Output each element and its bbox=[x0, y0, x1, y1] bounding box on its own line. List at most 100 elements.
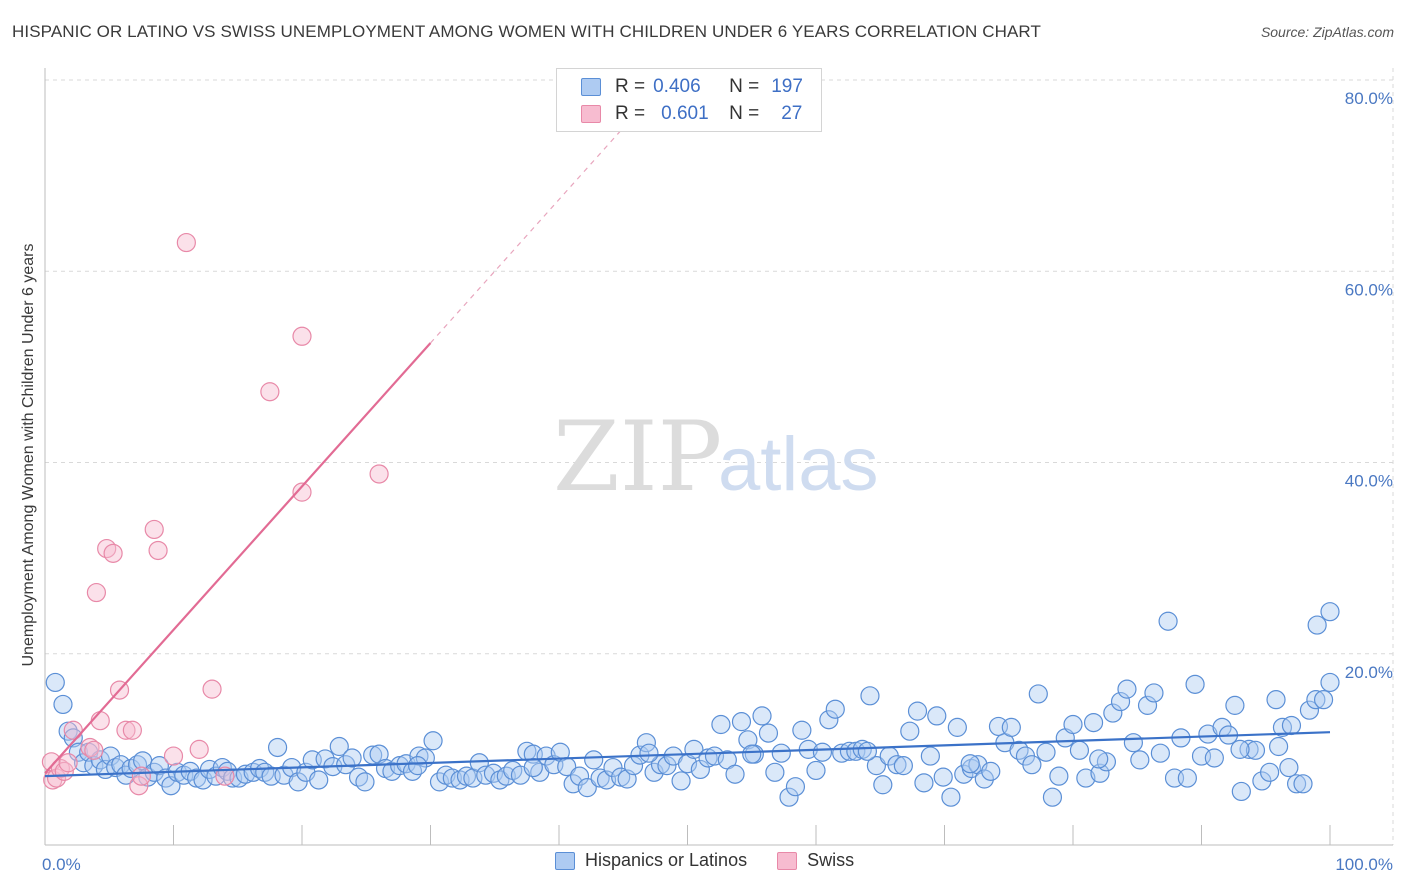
data-point-hispanics bbox=[1110, 691, 1131, 712]
axes bbox=[44, 68, 1393, 846]
data-point-hispanics bbox=[423, 731, 443, 751]
data-point-hispanics bbox=[523, 757, 543, 778]
watermark-zip: ZIP bbox=[553, 401, 722, 513]
data-point-hispanics bbox=[1036, 742, 1056, 762]
data-point-hispanics bbox=[857, 741, 878, 761]
data-point-hispanics bbox=[1049, 766, 1069, 786]
legend-n-label: N = bbox=[729, 76, 760, 97]
data-point-hispanics bbox=[1130, 750, 1150, 770]
data-point-hispanics bbox=[309, 770, 329, 790]
data-point-hispanics bbox=[1150, 743, 1170, 763]
data-point-hispanics bbox=[806, 760, 826, 781]
data-point-hispanics bbox=[887, 755, 907, 775]
trend-line-hispanics bbox=[44, 731, 1331, 778]
data-point-hispanics bbox=[812, 742, 833, 762]
data-point-hispanics bbox=[267, 737, 288, 758]
x-tick-labels: 0.0% 100.0% bbox=[42, 855, 1393, 874]
data-point-hispanics bbox=[771, 743, 791, 763]
legend-label-swiss: Swiss bbox=[807, 850, 855, 870]
data-point-hispanics bbox=[1204, 748, 1224, 768]
legend-swatch-hispanics bbox=[581, 78, 601, 96]
data-point-hispanics bbox=[738, 730, 758, 750]
data-point-hispanics bbox=[866, 756, 886, 776]
series-legend: Hispanics or Latinos Swiss bbox=[555, 850, 884, 871]
series-swiss-points bbox=[41, 232, 389, 796]
data-point-hispanics bbox=[873, 775, 893, 795]
x-tick-label: 0.0% bbox=[42, 855, 81, 874]
data-point-swiss bbox=[176, 232, 196, 253]
data-point-hispanics bbox=[1281, 715, 1302, 736]
chart-source: Source: ZipAtlas.com bbox=[1260, 24, 1394, 40]
legend-n-label: N = bbox=[729, 103, 760, 124]
data-point-hispanics bbox=[933, 767, 953, 787]
legend-r-value: 0.406 bbox=[653, 76, 701, 97]
data-point-hispanics bbox=[1001, 717, 1021, 737]
data-point-hispanics bbox=[947, 717, 967, 737]
legend-row-swiss: R = 0.601 N = 27 bbox=[581, 101, 802, 127]
y-tick-labels: 20.0% 40.0% 60.0% 80.0% bbox=[1345, 89, 1393, 682]
legend-swatch-swiss bbox=[777, 851, 798, 870]
data-point-hispanics bbox=[355, 772, 375, 792]
data-point-hispanics bbox=[1320, 672, 1340, 693]
data-point-hispanics bbox=[1089, 749, 1109, 769]
legend-row-hispanics: R = 0.406 N = 197 bbox=[581, 74, 803, 100]
data-point-hispanics bbox=[369, 744, 389, 764]
data-point-hispanics bbox=[68, 742, 89, 762]
data-point-hispanics bbox=[1231, 781, 1251, 802]
data-point-hispanics bbox=[1279, 757, 1299, 778]
data-point-hispanics bbox=[476, 765, 496, 785]
data-point-swiss bbox=[116, 720, 136, 740]
series-hispanics-points bbox=[45, 602, 1340, 807]
data-point-hispanics bbox=[779, 787, 799, 807]
y-tick-label: 20.0% bbox=[1345, 663, 1393, 682]
watermark: ZIP atlas bbox=[553, 401, 879, 513]
y-axis-label: Unemployment Among Women with Children U… bbox=[20, 243, 37, 666]
data-point-hispanics bbox=[53, 694, 73, 715]
data-point-hispanics bbox=[711, 714, 731, 735]
data-point-hispanics bbox=[1069, 740, 1090, 760]
data-point-hispanics bbox=[1306, 690, 1326, 710]
data-point-hispanics bbox=[603, 757, 623, 778]
legend-n-value: 197 bbox=[771, 76, 803, 97]
data-point-hispanics bbox=[1083, 712, 1104, 733]
data-point-hispanics bbox=[90, 750, 110, 770]
data-point-hispanics bbox=[408, 756, 428, 776]
data-point-hispanics bbox=[1245, 740, 1266, 760]
data-point-swiss bbox=[131, 766, 151, 786]
watermark-atlas: atlas bbox=[718, 422, 879, 507]
y-tick-label: 40.0% bbox=[1345, 472, 1393, 491]
data-point-swiss bbox=[292, 482, 312, 502]
data-point-hispanics bbox=[1063, 714, 1083, 735]
data-point-hispanics bbox=[1185, 674, 1205, 694]
data-point-swiss bbox=[90, 711, 110, 731]
legend-item-swiss[interactable]: Swiss bbox=[777, 850, 854, 871]
data-point-hispanics bbox=[469, 753, 489, 773]
data-point-hispanics bbox=[900, 721, 920, 741]
data-point-hispanics bbox=[1117, 679, 1137, 699]
data-point-hispanics bbox=[1090, 763, 1110, 783]
data-point-hispanics bbox=[671, 771, 691, 791]
data-point-hispanics bbox=[819, 710, 839, 730]
grid-lines bbox=[45, 68, 1394, 845]
data-point-hispanics bbox=[1307, 615, 1327, 635]
data-point-hispanics bbox=[288, 772, 308, 792]
data-point-hispanics bbox=[742, 744, 762, 764]
legend-item-hispanics[interactable]: Hispanics or Latinos bbox=[555, 850, 747, 871]
data-point-hispanics bbox=[1293, 774, 1313, 794]
data-point-hispanics bbox=[149, 756, 169, 776]
data-point-swiss bbox=[260, 382, 280, 402]
data-point-swiss bbox=[215, 766, 235, 786]
data-point-hispanics bbox=[577, 778, 597, 798]
legend-r-value: 0.601 bbox=[661, 103, 709, 124]
data-point-hispanics bbox=[657, 756, 677, 776]
data-point-hispanics bbox=[1022, 755, 1042, 775]
data-point-hispanics bbox=[45, 672, 65, 693]
data-point-hispanics bbox=[920, 746, 940, 766]
legend-label-hispanics: Hispanics or Latinos bbox=[585, 850, 748, 870]
data-point-hispanics bbox=[907, 701, 928, 721]
data-point-hispanics bbox=[1225, 695, 1245, 715]
data-point-hispanics bbox=[1076, 768, 1096, 788]
data-point-swiss bbox=[163, 746, 184, 766]
data-point-hispanics bbox=[725, 764, 745, 784]
data-point-hispanics bbox=[342, 748, 362, 768]
